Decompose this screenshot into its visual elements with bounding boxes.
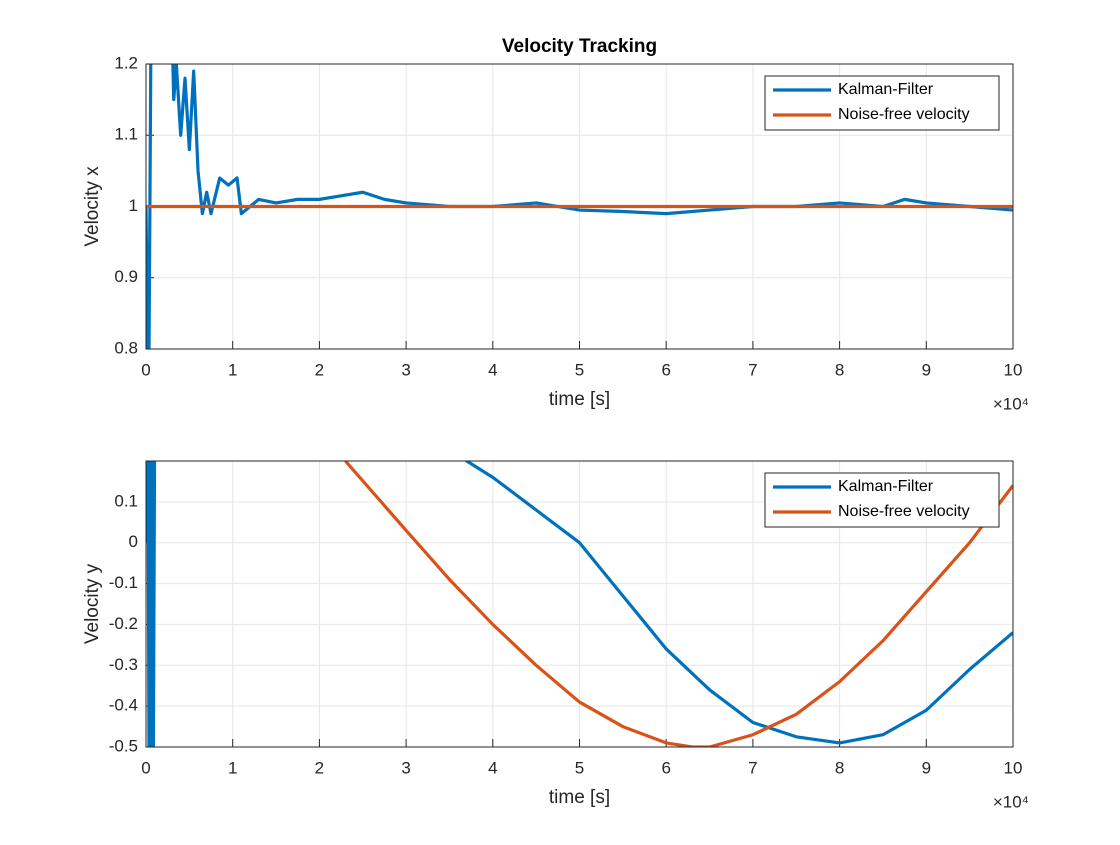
legend-label: Kalman-Filter — [838, 81, 934, 98]
y-tick-label: 0.9 — [114, 267, 138, 286]
x-tick-label: 7 — [748, 758, 757, 777]
x-tick-label: 0 — [141, 758, 150, 777]
y-axis-label: Velocity x — [82, 166, 103, 247]
x-tick-label: 4 — [488, 758, 497, 777]
y-tick-label: -0.4 — [109, 696, 138, 715]
x-tick-label: 6 — [661, 360, 670, 379]
y-tick-label: -0.3 — [109, 655, 138, 674]
x-tick-label: 9 — [922, 360, 931, 379]
axes-box — [145, 460, 1014, 748]
y-tick-label: 1 — [129, 196, 138, 215]
y-tick-label: -0.2 — [109, 614, 138, 633]
legend: Kalman-Filter Noise-free velocity — [764, 472, 1000, 528]
x-tick-label: 4 — [488, 360, 497, 379]
subplot: 0 1 2 3 4 5 6 7 8 9 10 -0.5 -0.4 -0.3 -0.2 -0.1 0 0.1 time… — [82, 460, 1029, 811]
y-tick-label: 0 — [129, 532, 138, 551]
x-tick-label: 7 — [748, 360, 757, 379]
y-tick-label: 1.1 — [114, 125, 138, 144]
series-line — [146, 461, 1013, 747]
x-tick-label: 2 — [315, 758, 324, 777]
x-axis-label: time [s] — [549, 389, 610, 410]
axes-box — [145, 63, 1014, 350]
legend-label: Noise-free velocity — [838, 503, 970, 520]
y-axis-label: Velocity y — [82, 563, 103, 644]
x-tick-label: 10 — [1004, 758, 1023, 777]
y-tick-label: -0.1 — [109, 573, 138, 592]
x-tick-label: 9 — [922, 758, 931, 777]
y-tick-label: -0.5 — [109, 736, 138, 755]
legend-box — [764, 472, 1000, 528]
subplot: 0 1 2 3 4 5 6 7 8 9 10 0.8 0.9 1 1.1 1.2 Velocity Tracki… — [82, 36, 1029, 413]
x-tick-label: 8 — [835, 758, 844, 777]
y-tick-label: 0.8 — [114, 338, 138, 357]
x-tick-label: 1 — [228, 360, 237, 379]
legend-label: Kalman-Filter — [838, 478, 934, 495]
x-tick-label: 10 — [1004, 360, 1023, 379]
legend-box — [764, 75, 1000, 131]
series-line — [344, 461, 1013, 747]
x-tick-label: 5 — [575, 360, 584, 379]
x-tick-label: 3 — [401, 360, 410, 379]
legend-label: Noise-free velocity — [838, 106, 970, 123]
y-tick-label: 1.2 — [114, 53, 138, 72]
x-scale-label: ×10⁴ — [993, 394, 1029, 413]
x-tick-label: 0 — [141, 360, 150, 379]
x-tick-label: 5 — [575, 758, 584, 777]
x-axis-label: time [s] — [549, 787, 610, 808]
legend: Kalman-Filter Noise-free velocity — [764, 75, 1000, 131]
x-tick-label: 2 — [315, 360, 324, 379]
x-scale-label: ×10⁴ — [993, 792, 1029, 811]
y-tick-label: 0.1 — [114, 491, 138, 510]
x-tick-label: 6 — [661, 758, 670, 777]
x-tick-label: 3 — [401, 758, 410, 777]
x-tick-label: 1 — [228, 758, 237, 777]
x-tick-label: 8 — [835, 360, 844, 379]
chart-title: Velocity Tracking — [502, 36, 657, 57]
